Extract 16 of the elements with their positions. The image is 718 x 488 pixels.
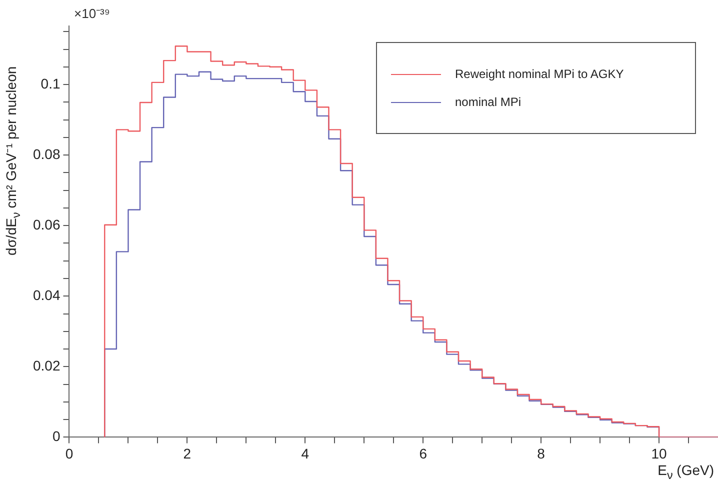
x-tick-label: 10	[651, 445, 668, 462]
x-tick-label: 4	[301, 445, 310, 462]
y-tick-label: 0.06	[33, 216, 60, 232]
y-tick-label: 0	[52, 428, 60, 444]
legend-label: nominal MPi	[455, 95, 522, 109]
x-tick-label: 2	[183, 445, 192, 462]
x-tick-label: 6	[419, 445, 428, 462]
x-axis-title: E$_{ν}$ (GeV)	[658, 462, 714, 482]
y-tick-label: 0.02	[33, 358, 60, 374]
legend-label: Reweight nominal MPi to AGKY	[455, 67, 624, 81]
y-tick-label: 0.08	[33, 146, 60, 162]
y-tick-label: 0.1	[40, 75, 60, 92]
y-tick-label: 0.04	[33, 286, 60, 303]
text: ×10⁻³⁹	[74, 5, 110, 22]
x-tick-label: 8	[537, 445, 546, 462]
x-tick-label: 0	[65, 445, 74, 462]
